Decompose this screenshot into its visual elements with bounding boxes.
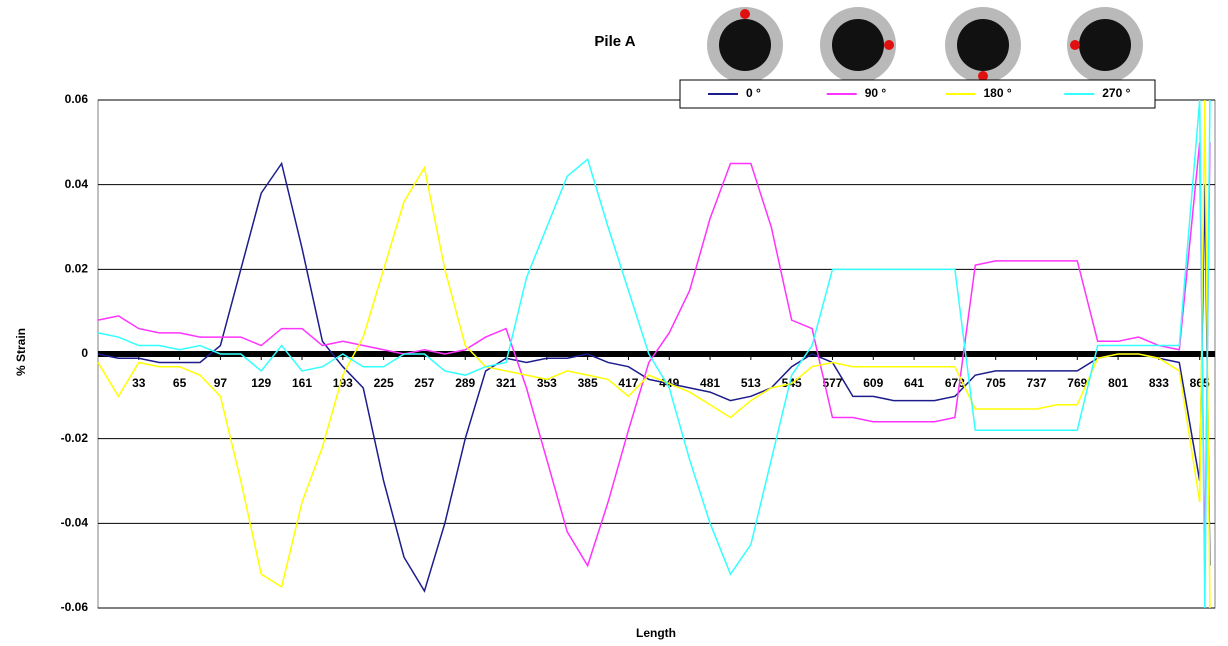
x-tick-label: 641: [904, 376, 924, 390]
pile-photo: [719, 19, 771, 71]
x-tick-label: 513: [741, 376, 761, 390]
series-line: [97, 142, 1211, 568]
x-tick-label: 257: [414, 376, 434, 390]
x-tick-label: 385: [578, 376, 598, 390]
x-tick-label: 321: [496, 376, 516, 390]
marker: [740, 9, 750, 19]
legend-label: 90 °: [865, 86, 887, 100]
x-tick-label: 417: [618, 376, 638, 390]
y-tick-label: 0.02: [65, 262, 89, 276]
marker: [884, 40, 894, 50]
x-tick-label: 193: [333, 376, 353, 390]
y-tick-label: 0.04: [65, 177, 89, 191]
pile-photo: [1079, 19, 1131, 71]
x-tick-label: 225: [374, 376, 394, 390]
pile-photos: [707, 7, 1143, 83]
series-line: [97, 99, 1211, 609]
x-tick-label: 705: [986, 376, 1006, 390]
x-tick-label: 865: [1190, 376, 1210, 390]
pile-photo: [957, 19, 1009, 71]
y-tick-label: 0: [81, 346, 88, 360]
y-tick-label: -0.04: [61, 516, 89, 530]
x-tick-label: 129: [251, 376, 271, 390]
x-tick-label: 289: [455, 376, 475, 390]
x-tick-label: 161: [292, 376, 312, 390]
x-tick-label: 833: [1149, 376, 1169, 390]
series-line: [97, 99, 1211, 609]
x-axis-label: Length: [636, 626, 676, 640]
x-tick-label: 481: [700, 376, 720, 390]
legend-label: 0 °: [746, 86, 761, 100]
x-tick-label: 609: [863, 376, 883, 390]
y-tick-label: -0.06: [61, 600, 89, 614]
marker: [978, 71, 988, 81]
pile-photo: [832, 19, 884, 71]
x-tick-label: 97: [214, 376, 228, 390]
x-tick-label: 65: [173, 376, 187, 390]
x-tick-label: 737: [1026, 376, 1046, 390]
legend-label: 270 °: [1102, 86, 1130, 100]
x-tick-label: 33: [132, 376, 146, 390]
y-tick-label: 0.06: [65, 92, 89, 106]
x-tick-label: 801: [1108, 376, 1128, 390]
legend-label: 180 °: [984, 86, 1012, 100]
x-tick-label: 577: [822, 376, 842, 390]
x-tick-label: 353: [537, 376, 557, 390]
legend: 0 ° 90 ° 180 ° 270 °: [679, 79, 1156, 109]
x-tick-label: 769: [1067, 376, 1087, 390]
chart-title: Pile A: [594, 33, 635, 50]
y-tick-label: -0.02: [61, 431, 89, 445]
marker: [1070, 40, 1080, 50]
y-axis-label: % Strain: [14, 328, 28, 376]
